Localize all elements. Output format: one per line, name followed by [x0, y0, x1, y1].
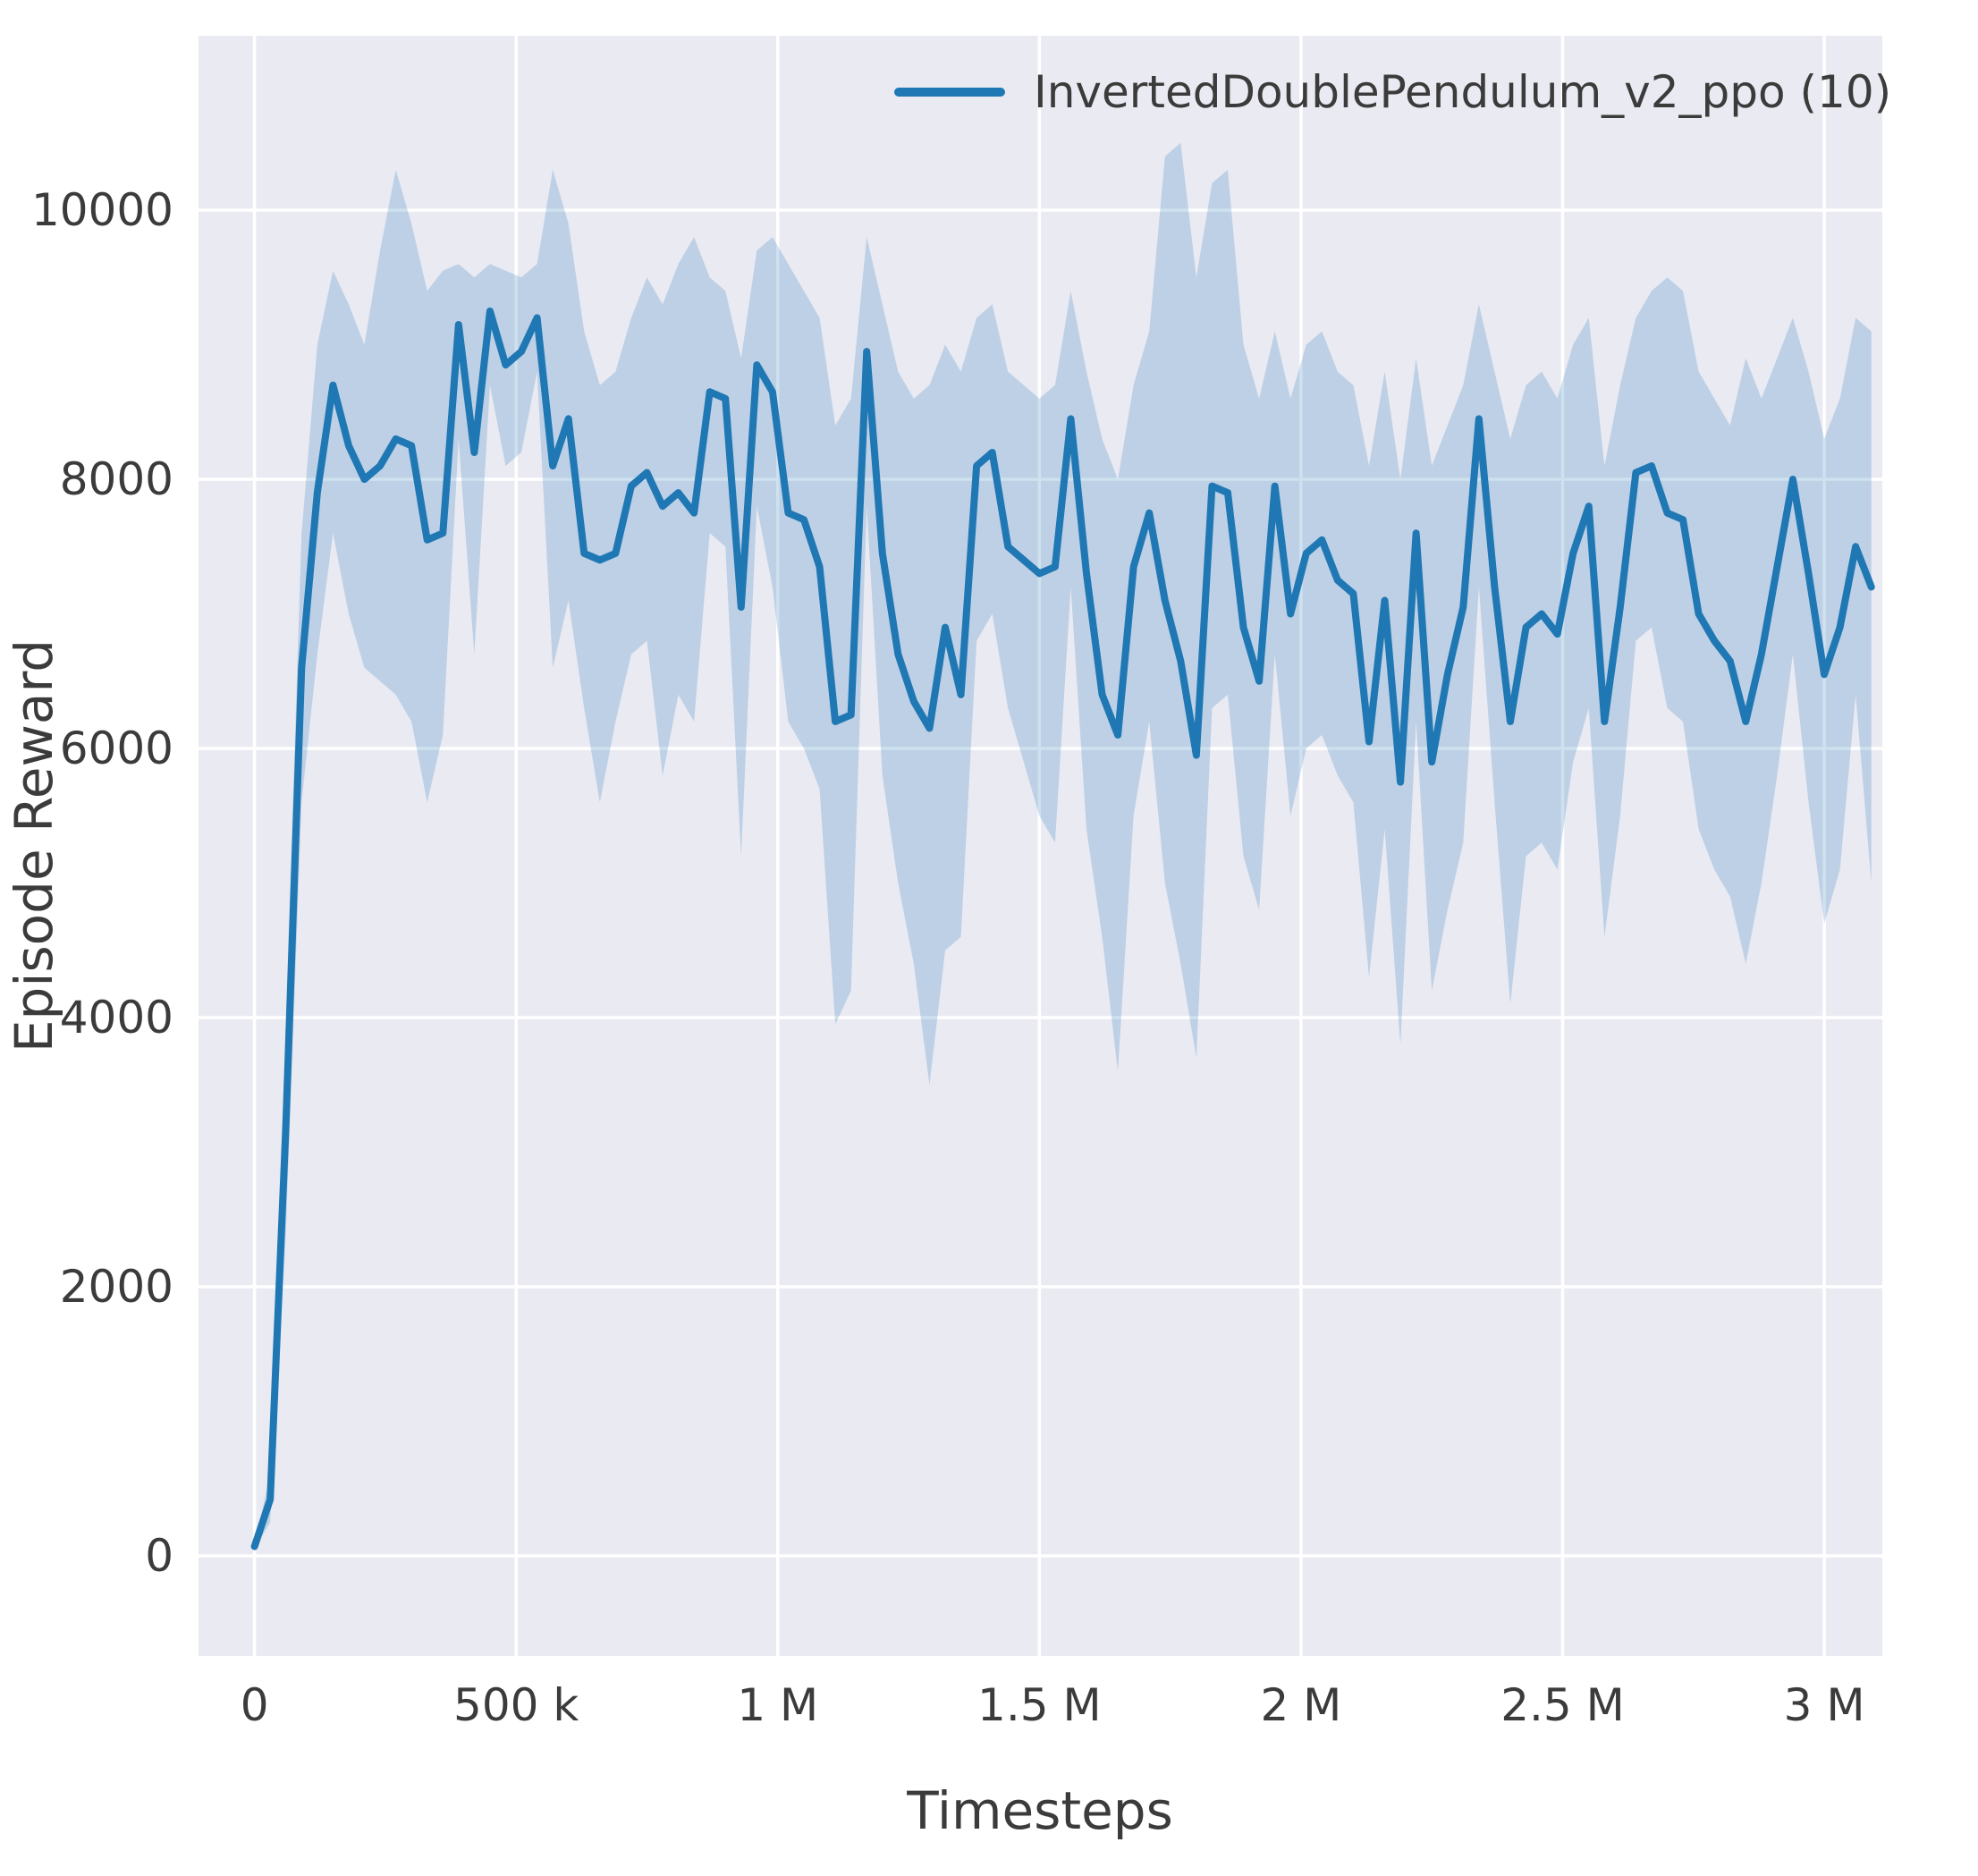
gridlines	[199, 36, 1882, 1656]
mean-reward-line	[250, 307, 1875, 1551]
x-tick-label: 2.5 M	[1500, 1679, 1625, 1731]
y-tick-label: 0	[145, 1530, 173, 1582]
x-axis-label: Timesteps	[906, 1780, 1173, 1841]
y-tick-label: 2000	[60, 1261, 173, 1313]
y-tick-label: 10000	[31, 184, 173, 236]
y-axis-label: Episode Reward	[4, 639, 64, 1052]
x-tick-label: 3 M	[1784, 1679, 1865, 1731]
legend-line-swatch	[894, 88, 1005, 97]
x-tick-label: 0	[241, 1679, 269, 1731]
x-tick-label: 1 M	[737, 1679, 818, 1731]
x-tick-label: 1.5 M	[977, 1679, 1102, 1731]
y-tick-label: 4000	[60, 992, 173, 1044]
x-tick-label: 500 k	[453, 1679, 579, 1731]
legend: InvertedDoublePendulum_v2_ppo (10)	[894, 66, 1891, 118]
legend-label: InvertedDoublePendulum_v2_ppo (10)	[1034, 66, 1892, 118]
y-tick-labels: 0 2000 4000 6000 8000 10000	[31, 184, 173, 1582]
y-tick-label: 8000	[60, 453, 173, 505]
y-tick-label: 6000	[60, 723, 173, 774]
x-tick-label: 2 M	[1260, 1679, 1341, 1731]
x-tick-labels: 0 500 k 1 M 1.5 M 2 M 2.5 M 3 M	[241, 1679, 1865, 1731]
